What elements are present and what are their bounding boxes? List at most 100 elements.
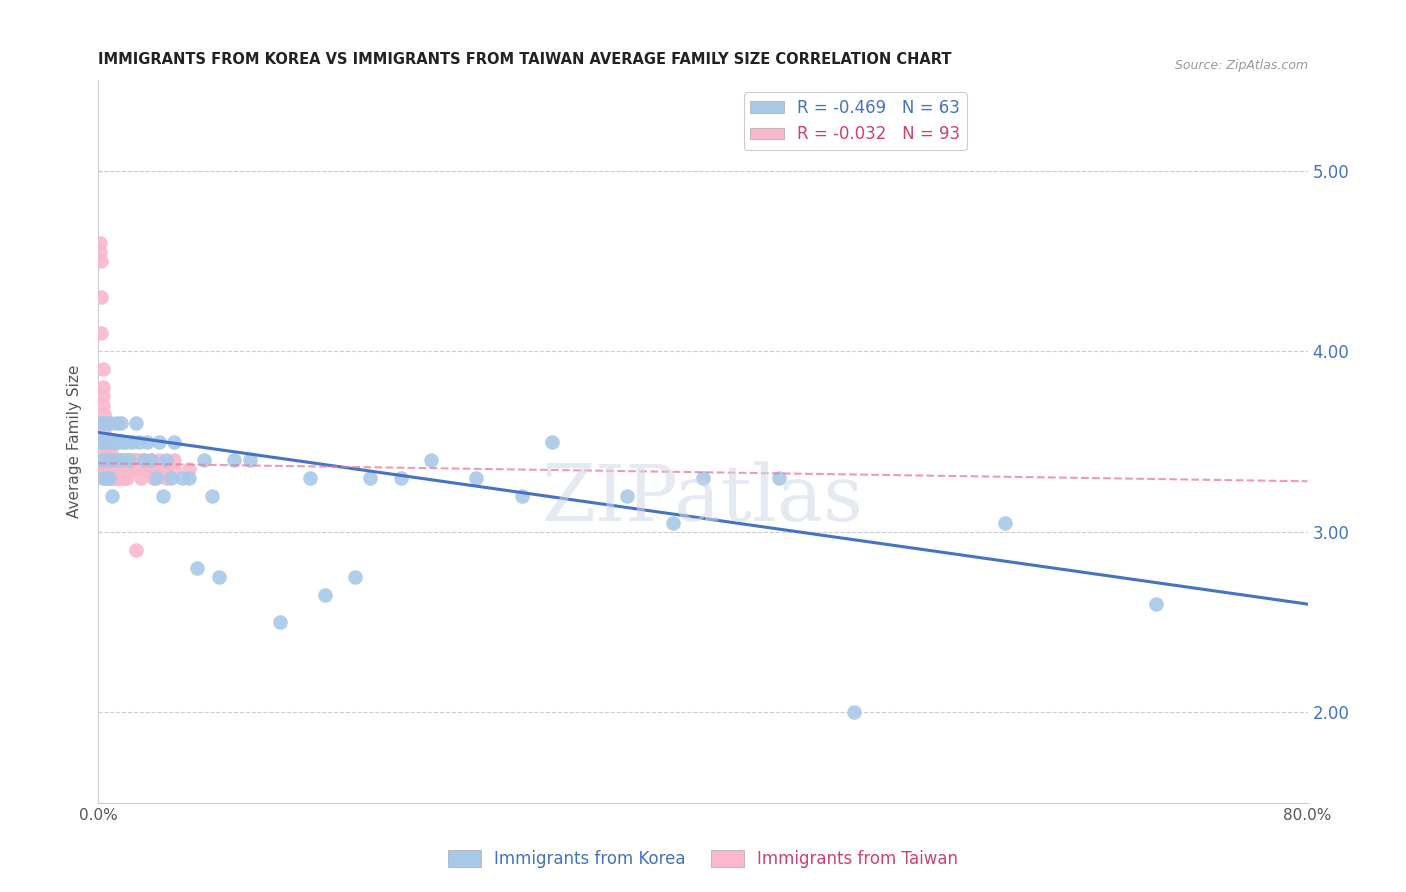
Point xyxy=(692,471,714,485)
Point xyxy=(120,452,142,467)
Point xyxy=(114,461,136,475)
Point xyxy=(152,489,174,503)
Point xyxy=(89,434,111,449)
Point xyxy=(107,461,129,475)
Point xyxy=(269,615,291,630)
Point xyxy=(114,434,136,449)
Point xyxy=(111,452,134,467)
Point xyxy=(148,452,170,467)
Point xyxy=(91,380,114,394)
Point xyxy=(104,452,127,467)
Point xyxy=(132,452,155,467)
Point xyxy=(128,434,150,449)
Point xyxy=(114,452,136,467)
Point xyxy=(101,434,124,449)
Point xyxy=(360,471,382,485)
Point xyxy=(110,461,132,475)
Point xyxy=(91,389,114,403)
Point xyxy=(135,461,157,475)
Point xyxy=(98,471,121,485)
Point xyxy=(90,253,112,268)
Point xyxy=(111,461,134,475)
Point xyxy=(170,471,193,485)
Point xyxy=(125,542,148,557)
Point xyxy=(98,434,121,449)
Point xyxy=(93,452,115,467)
Point xyxy=(616,489,638,503)
Point xyxy=(101,452,124,467)
Point xyxy=(94,452,117,467)
Point xyxy=(91,471,114,485)
Point xyxy=(540,434,562,449)
Point xyxy=(141,452,163,467)
Point xyxy=(107,434,129,449)
Point xyxy=(115,452,138,467)
Point xyxy=(155,452,177,467)
Point xyxy=(105,461,128,475)
Point xyxy=(186,561,208,575)
Point xyxy=(104,471,127,485)
Point xyxy=(145,471,167,485)
Point xyxy=(98,461,121,475)
Point xyxy=(148,434,170,449)
Text: Source: ZipAtlas.com: Source: ZipAtlas.com xyxy=(1174,59,1308,71)
Point xyxy=(193,452,215,467)
Point xyxy=(108,452,131,467)
Point xyxy=(98,452,121,467)
Point xyxy=(107,471,129,485)
Point xyxy=(135,434,157,449)
Point xyxy=(121,461,143,475)
Point xyxy=(208,570,231,584)
Point xyxy=(103,452,125,467)
Point xyxy=(389,471,412,485)
Point xyxy=(132,452,155,467)
Point xyxy=(224,452,246,467)
Point xyxy=(103,461,125,475)
Point xyxy=(108,452,131,467)
Point xyxy=(179,461,201,475)
Point xyxy=(93,417,115,431)
Point xyxy=(118,452,141,467)
Point xyxy=(111,434,134,449)
Point xyxy=(100,452,122,467)
Legend: Immigrants from Korea, Immigrants from Taiwan: Immigrants from Korea, Immigrants from T… xyxy=(441,843,965,875)
Point xyxy=(101,461,124,475)
Point xyxy=(98,471,121,485)
Point xyxy=(93,408,115,422)
Point xyxy=(112,461,135,475)
Point xyxy=(344,570,367,584)
Point xyxy=(96,434,118,449)
Point xyxy=(108,461,131,475)
Point xyxy=(115,461,138,475)
Point xyxy=(101,471,124,485)
Point xyxy=(121,434,143,449)
Point xyxy=(420,452,443,467)
Point xyxy=(122,452,145,467)
Point xyxy=(465,471,488,485)
Point xyxy=(844,706,866,720)
Point xyxy=(118,461,141,475)
Point xyxy=(314,588,336,602)
Point xyxy=(107,471,129,485)
Point xyxy=(142,471,165,485)
Point xyxy=(148,461,170,475)
Point xyxy=(103,471,125,485)
Point xyxy=(105,461,128,475)
Point xyxy=(994,516,1017,530)
Point xyxy=(105,452,128,467)
Point xyxy=(125,417,148,431)
Point xyxy=(96,461,118,475)
Point xyxy=(101,489,124,503)
Point xyxy=(112,471,135,485)
Point xyxy=(107,452,129,467)
Point xyxy=(110,417,132,431)
Point xyxy=(96,443,118,458)
Point xyxy=(129,461,152,475)
Point xyxy=(101,461,124,475)
Point xyxy=(96,417,118,431)
Point xyxy=(239,452,262,467)
Point xyxy=(91,398,114,412)
Point xyxy=(105,417,128,431)
Point xyxy=(104,452,127,467)
Point xyxy=(93,417,115,431)
